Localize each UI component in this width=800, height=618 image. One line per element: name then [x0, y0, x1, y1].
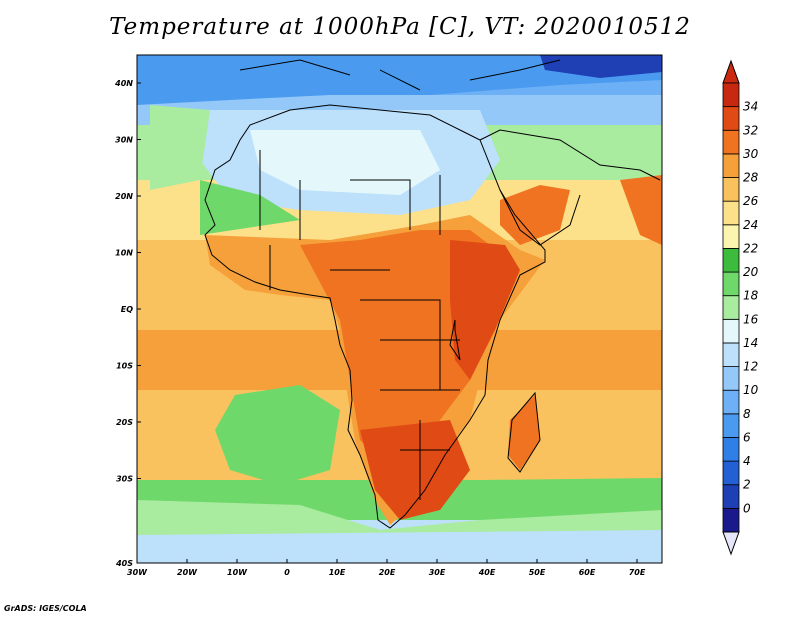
lat-tick-label: 30N	[115, 136, 133, 145]
colorbar-label: 6	[743, 430, 751, 444]
lon-tick-label: 0	[284, 568, 290, 577]
lon-tick-label: 10W	[227, 568, 248, 577]
colorbar-label: 20	[743, 265, 759, 279]
colorbar-swatch	[722, 507, 740, 533]
lon-tick-label: 60E	[579, 568, 596, 577]
lon-tick-label: 50E	[529, 568, 546, 577]
colorbar-swatch	[722, 177, 740, 202]
lat-tick-label: 30S	[116, 475, 133, 484]
lat-tick-label: 40N	[114, 79, 133, 88]
colorbar-swatch	[722, 460, 740, 486]
colorbar-swatch	[722, 437, 740, 462]
temperature-field	[137, 55, 662, 563]
lon-tick-label: 10E	[329, 568, 346, 577]
colorbar-label: 10	[743, 383, 759, 397]
lat-tick-label: 10S	[116, 362, 133, 371]
lon-tick-label: 70E	[629, 568, 646, 577]
lat-tick-label: EQ	[121, 305, 133, 314]
colorbar-label: 8	[743, 407, 751, 421]
longitude-axis: 30W 20W 10W 0 10E 20E 30E 40E 50E 60E 70E	[127, 559, 646, 577]
grads-credit: GrADS: IGES/COLA	[4, 604, 87, 613]
lat-tick-label: 40S	[115, 559, 133, 568]
colorbar-label: 24	[743, 218, 758, 232]
lon-tick-label: 20W	[177, 568, 198, 577]
colorbar-swatch	[722, 413, 740, 438]
colorbar-label: 4	[743, 454, 751, 468]
colorbar-under-triangle	[722, 531, 740, 556]
colorbar-swatch	[722, 248, 740, 273]
colorbar-label: 18	[743, 289, 759, 303]
colorbar-label: 26	[743, 194, 759, 208]
colorbar-label: 30	[743, 147, 759, 161]
colorbar-swatch	[722, 389, 740, 415]
colorbar-swatch	[722, 342, 740, 367]
colorbar-swatch	[722, 82, 740, 108]
colorbar-swatch	[722, 271, 740, 297]
colorbar-swatch	[722, 295, 740, 320]
colorbar-label: 2	[743, 478, 751, 492]
colorbar-swatch	[722, 366, 740, 391]
colorbar-label: 14	[743, 336, 758, 350]
lon-tick-label: 20E	[379, 568, 396, 577]
coastline-borders	[204, 59, 661, 529]
map-title: Temperature at 1000hPa [C], VT: 20200105…	[109, 14, 691, 40]
colorbar-swatch	[722, 200, 740, 226]
colorbar-label: 28	[743, 171, 759, 185]
lat-tick-label: 10N	[115, 249, 133, 258]
colorbar-swatch	[722, 106, 740, 131]
colorbar-label: 0	[743, 501, 751, 515]
colorbar-swatch	[722, 224, 740, 249]
colorbar-label: 34	[743, 100, 758, 114]
lat-tick-label: 20S	[116, 418, 133, 427]
lon-tick-label: 30E	[429, 568, 446, 577]
colorbar-swatch	[722, 318, 740, 344]
colorbar-label: 32	[743, 123, 758, 137]
lon-tick-label: 30W	[127, 568, 148, 577]
lat-tick-label: 20N	[115, 192, 133, 201]
colorbar-label: 22	[743, 241, 758, 255]
colorbar-swatch	[722, 129, 740, 155]
colorbar-swatch	[722, 153, 740, 178]
colorbar-over-triangle	[722, 59, 740, 84]
lon-tick-label: 40E	[478, 568, 496, 577]
latitude-axis: 40N 30N 20N 10N EQ 10S 20S 30S 40S	[114, 79, 141, 568]
colorbar-label: 12	[743, 360, 758, 374]
colorbar-label: 16	[743, 312, 759, 326]
colorbar-swatch	[722, 484, 740, 509]
